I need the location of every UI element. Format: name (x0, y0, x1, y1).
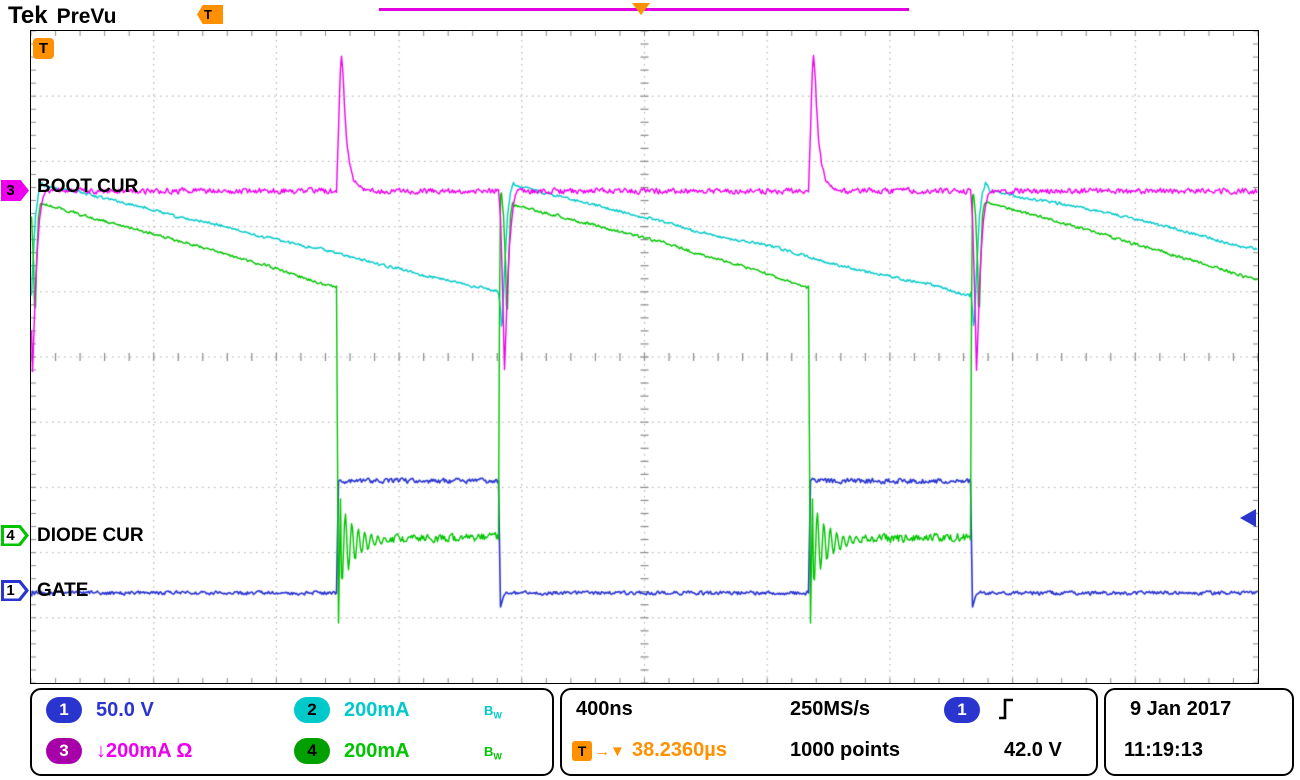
ch1-scale: 50.0 V (96, 699, 154, 721)
horizontal-trigger-box: 400ns 250MS/s 1 T →▼ 38.2360µs 1000 poin… (560, 688, 1098, 776)
ch4-marker-inner (3, 527, 25, 544)
ch2-bw-b: B (484, 703, 494, 718)
trigger-slope-icon (999, 698, 1013, 720)
ch1-marker-inner (3, 582, 25, 599)
ch1-marker-digit: 1 (6, 582, 15, 599)
acquisition-mode: PreVu (56, 5, 117, 28)
sample-rate-readout: 250MS/s (790, 698, 871, 720)
ch1-badge: 1 (46, 697, 82, 723)
ch4-waveform-label: DIODE CUR (37, 525, 144, 546)
ch4-scale: 200mA (344, 740, 410, 762)
trigger-source-badge: 1 (944, 697, 980, 723)
trigger-t-small-badge: T (572, 741, 592, 761)
trigger-delay-arrows-icon: →▼ (595, 743, 625, 760)
trigger-position-flag-label: T (204, 7, 212, 22)
ch4-bandwidth-icon: BW (484, 744, 502, 762)
ch3-position-marker: 3 (1, 180, 29, 201)
trigger-delay-readout: 38.2360µs (632, 739, 727, 761)
trigger-position-flag-icon: T (197, 5, 223, 24)
ch3-scale: ↓200mA Ω (96, 740, 193, 762)
ch2-bw-w: W (493, 710, 502, 721)
timebase-readout: 400ns (576, 698, 633, 720)
ch1-waveform-label: GATE (37, 580, 89, 601)
date-readout: 9 Jan 2017 (1130, 698, 1232, 720)
ch1-position-marker: 1 (1, 580, 29, 601)
graticule (30, 30, 1259, 684)
trigger-t-badge: T (33, 38, 54, 59)
time-readout: 11:19:13 (1124, 739, 1203, 761)
ch3-waveform-label: BOOT CUR (37, 176, 139, 197)
ch4-marker-digit: 4 (6, 527, 15, 544)
datetime-box: 9 Jan 2017 11:19:13 (1104, 688, 1294, 776)
ch2-badge: 2 (294, 697, 330, 723)
trigger-level-readout: 42.0 V (1004, 739, 1062, 761)
ch3-marker-shape (1, 180, 29, 201)
ch3-marker-digit: 3 (6, 182, 15, 199)
waveform-canvas (31, 31, 1258, 683)
ch4-position-marker: 4 (1, 525, 29, 546)
tek-logo: Tek (8, 2, 48, 29)
trigger-t-badge-label: T (38, 40, 49, 57)
record-length-readout: 1000 points (790, 739, 901, 761)
ch2-bandwidth-icon: BW (484, 703, 502, 721)
ch2-scale: 200mA (344, 699, 410, 721)
ch4-badge: 4 (294, 738, 330, 764)
ch3-badge: 3 (46, 738, 82, 764)
channel-readouts-box: 1 50.0 V 2 200mA BW 3 ↓200mA Ω 4 200mA B… (30, 688, 554, 776)
ch4-bw-b: B (484, 744, 494, 759)
brand: Tek PreVu (8, 2, 117, 30)
ch4-bw-w: W (493, 751, 502, 762)
